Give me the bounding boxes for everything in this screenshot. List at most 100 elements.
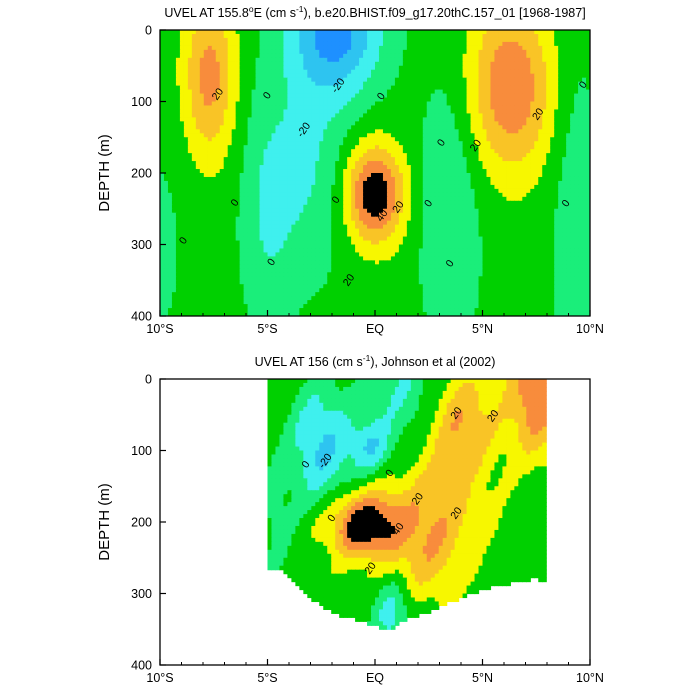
field-cell (307, 33, 312, 39)
field-cell (458, 141, 464, 146)
field-cell (382, 105, 388, 111)
field-cell (454, 129, 460, 134)
field-cell (442, 188, 448, 194)
field-cell (323, 85, 328, 91)
field-cell (418, 176, 424, 182)
field-cell (263, 57, 269, 63)
field-cell (582, 65, 587, 71)
field-cell (215, 117, 221, 122)
field-cell (518, 165, 523, 170)
field-cell (446, 137, 452, 142)
field-cell (215, 57, 221, 63)
field-cell (327, 121, 332, 126)
field-cell (454, 149, 460, 154)
field-cell (283, 137, 289, 142)
field-cell (526, 93, 531, 99)
field-cell (235, 176, 241, 182)
field-cell (167, 145, 173, 150)
field-cell (458, 33, 464, 39)
field-cell (410, 73, 416, 79)
field-cell (570, 57, 575, 63)
field-cell (207, 85, 213, 91)
field-cell (510, 165, 515, 170)
field-cell (446, 153, 452, 158)
field-cell (494, 188, 500, 194)
field-cell (494, 208, 500, 214)
field-cell (550, 93, 555, 99)
field-cell (363, 41, 368, 47)
field-cell (586, 73, 590, 79)
field-cell (251, 101, 257, 107)
field-cell (502, 200, 507, 206)
field-cell (538, 133, 543, 138)
field-cell (402, 117, 408, 122)
field-cell (526, 125, 531, 130)
field-cell (371, 101, 376, 107)
field-cell (363, 45, 368, 51)
field-cell (287, 53, 292, 59)
field-cell (538, 117, 543, 122)
field-cell (430, 30, 436, 35)
field-cell (367, 137, 372, 142)
field-cell (570, 109, 575, 115)
field-cell (283, 153, 289, 158)
field-cell (562, 188, 567, 194)
field-cell (287, 157, 292, 162)
field-cell (454, 184, 460, 190)
field-cell (359, 176, 364, 182)
field-cell (486, 208, 492, 214)
field-cell (347, 73, 352, 79)
field-cell (438, 200, 444, 206)
field-cell (295, 37, 300, 43)
field-cell (235, 45, 241, 51)
field-cell (442, 141, 448, 146)
field-cell (414, 173, 420, 178)
field-cell (566, 137, 571, 142)
field-cell (203, 169, 209, 174)
field-cell (474, 165, 480, 170)
field-cell (582, 49, 587, 55)
field-cell (175, 109, 181, 115)
field-cell (331, 137, 336, 142)
field-cell (558, 73, 563, 79)
field-cell (474, 153, 480, 158)
field-cell (215, 30, 221, 35)
field-cell (247, 57, 253, 63)
field-cell (486, 81, 492, 87)
field-cell (275, 85, 281, 91)
field-cell (160, 200, 165, 206)
field-cell (371, 77, 376, 83)
field-cell (271, 45, 277, 51)
field-cell (160, 93, 165, 99)
field-cell (283, 81, 289, 87)
field-cell (319, 53, 324, 59)
field-cell (550, 176, 555, 182)
field-cell (394, 137, 400, 142)
field-cell (566, 85, 571, 91)
field-cell (371, 169, 376, 174)
field-cell (267, 137, 273, 142)
field-cell (287, 33, 292, 39)
field-cell (566, 69, 571, 75)
field-cell (287, 117, 292, 122)
field-cell (390, 133, 396, 138)
field-cell (167, 141, 173, 146)
field-cell (582, 61, 587, 67)
field-cell (299, 117, 304, 122)
field-cell (219, 81, 225, 87)
field-cell (390, 57, 396, 63)
field-cell (462, 85, 468, 91)
field-cell (363, 137, 368, 142)
field-cell (315, 105, 320, 111)
field-cell (426, 161, 432, 166)
field-cell (275, 45, 281, 51)
field-cell (191, 204, 197, 210)
field-cell (160, 173, 165, 178)
field-cell (402, 180, 408, 186)
field-cell (255, 204, 261, 210)
field-cell (183, 117, 189, 122)
field-cell (351, 53, 356, 59)
field-cell (506, 200, 511, 206)
field-cell (275, 157, 281, 162)
field-cell (586, 121, 590, 126)
